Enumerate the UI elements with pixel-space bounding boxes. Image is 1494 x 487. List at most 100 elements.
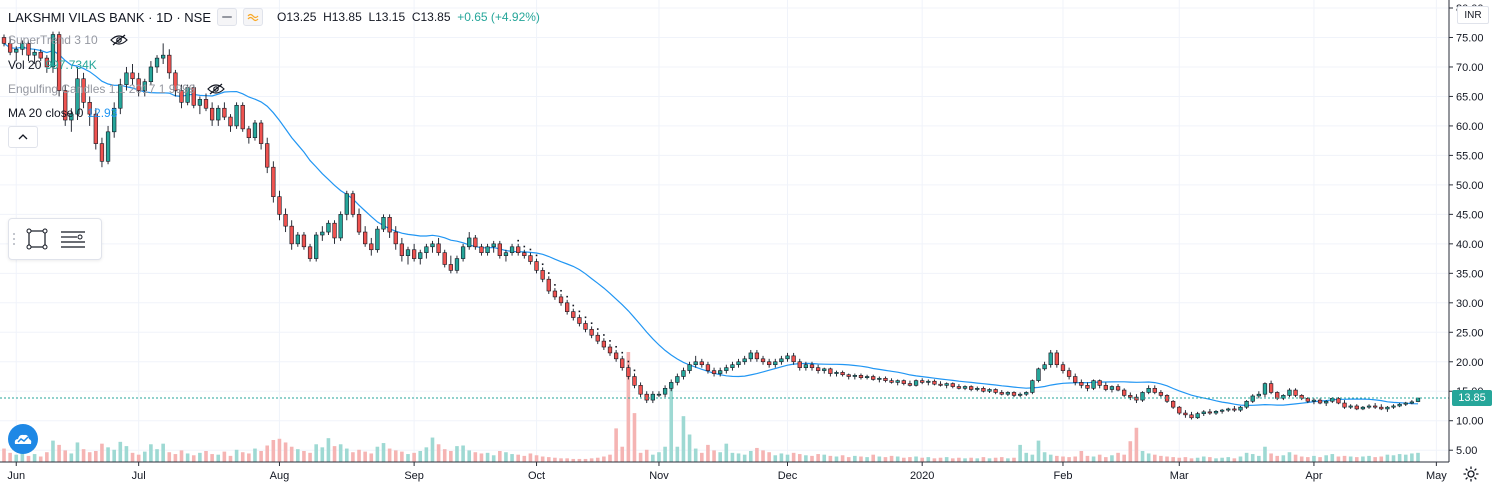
candle bbox=[350, 190, 356, 218]
candle-body bbox=[969, 386, 974, 390]
candle bbox=[877, 376, 882, 383]
volume-bar bbox=[1201, 456, 1206, 462]
candle-body bbox=[369, 243, 374, 251]
volume-bar bbox=[1079, 451, 1084, 462]
candle bbox=[203, 93, 209, 112]
candle bbox=[1085, 382, 1090, 392]
gear-icon[interactable] bbox=[1462, 465, 1480, 483]
engulfing-legend[interactable]: Engulfing Candles 1.1 2017 1 9999 bbox=[8, 82, 226, 96]
candle-body bbox=[858, 375, 864, 378]
volume-bar bbox=[1348, 456, 1353, 462]
volume-bar bbox=[1385, 454, 1390, 462]
candle-body bbox=[314, 234, 319, 259]
candle bbox=[864, 374, 870, 380]
volume-bar bbox=[675, 446, 680, 462]
candle bbox=[1207, 408, 1213, 415]
lines-tool-button[interactable] bbox=[55, 221, 91, 257]
candle-body bbox=[644, 393, 649, 401]
volume-bar bbox=[510, 454, 514, 462]
vol-legend[interactable]: Vol 20 997.734K bbox=[8, 58, 97, 72]
volume-bar bbox=[791, 452, 796, 462]
symbol-title[interactable]: LAKSHMI VILAS BANK · 1D · NSE bbox=[8, 9, 212, 25]
candle bbox=[926, 379, 931, 386]
candle-body bbox=[1109, 386, 1115, 390]
candle bbox=[424, 243, 429, 259]
rectangle-tool-button[interactable] bbox=[19, 221, 55, 257]
eye-crossed-icon[interactable] bbox=[207, 83, 226, 95]
volume-bar bbox=[1373, 457, 1377, 462]
candle bbox=[387, 214, 392, 238]
volume-bar bbox=[1232, 458, 1237, 462]
candle bbox=[1073, 373, 1078, 386]
volume-bar bbox=[498, 451, 502, 462]
grip-dots-icon[interactable] bbox=[9, 219, 19, 259]
candle-body bbox=[883, 377, 888, 381]
candle-body bbox=[75, 78, 80, 115]
volume-bar bbox=[1152, 454, 1157, 462]
candle-body bbox=[650, 393, 655, 401]
candle-body bbox=[577, 317, 582, 324]
candle bbox=[962, 385, 968, 391]
volume-bar bbox=[742, 454, 747, 462]
tradingview-cloud-icon[interactable] bbox=[8, 424, 38, 454]
candle bbox=[1134, 394, 1139, 404]
candle-body bbox=[613, 352, 619, 360]
candle-body bbox=[1324, 400, 1329, 404]
candle-body bbox=[1048, 352, 1053, 366]
candle-body bbox=[620, 358, 625, 368]
candle-body bbox=[1189, 414, 1194, 419]
candle-body bbox=[1268, 383, 1274, 393]
drawing-toolbar[interactable] bbox=[8, 218, 102, 260]
collapse-legend-button[interactable] bbox=[8, 126, 38, 148]
candle bbox=[1287, 388, 1292, 398]
candle-body bbox=[705, 364, 711, 371]
candle-body bbox=[301, 234, 307, 248]
volume-bar bbox=[173, 454, 178, 462]
volume-bar bbox=[485, 452, 490, 462]
volume-bar bbox=[142, 451, 147, 462]
candle-body bbox=[632, 376, 637, 386]
volume-bar bbox=[620, 446, 625, 462]
volume-bar bbox=[1104, 457, 1108, 462]
candle-body bbox=[1024, 392, 1029, 395]
candle bbox=[1348, 404, 1353, 409]
dash-icon[interactable] bbox=[217, 8, 238, 26]
candle-body bbox=[179, 90, 184, 103]
time-axis[interactable]: JunJulAugSepOctNovDec2020FebMarAprMayJun bbox=[0, 461, 1494, 482]
change-value: +0.65 (+4.92%) bbox=[457, 10, 540, 24]
eye-crossed-icon[interactable] bbox=[109, 34, 128, 46]
volume-bar bbox=[210, 454, 214, 462]
candle-body bbox=[344, 193, 349, 215]
candle-body bbox=[815, 367, 821, 371]
ma-value: 12.93 bbox=[87, 106, 118, 120]
candle-body bbox=[656, 393, 662, 396]
candle bbox=[999, 390, 1004, 396]
candle-body bbox=[38, 51, 43, 59]
candle-body bbox=[1011, 392, 1017, 396]
ma-legend[interactable]: MA 20 close 0 12.93 bbox=[8, 106, 117, 120]
candle bbox=[473, 235, 478, 250]
volume-bar bbox=[124, 446, 129, 462]
candle bbox=[528, 252, 533, 265]
volume-bar bbox=[381, 443, 386, 462]
candle bbox=[1262, 382, 1268, 398]
volume-bar bbox=[26, 455, 31, 462]
wave-icon[interactable] bbox=[243, 8, 264, 26]
candle bbox=[1281, 394, 1286, 401]
candle bbox=[840, 370, 845, 377]
candle-body bbox=[332, 222, 337, 239]
candle bbox=[975, 386, 980, 392]
volume-bar bbox=[1085, 455, 1090, 462]
volume-bar bbox=[247, 453, 251, 462]
volume-bar bbox=[1036, 440, 1041, 462]
price-axis[interactable]: 80.0075.0070.0065.0060.0055.0050.0045.00… bbox=[1448, 0, 1494, 487]
supertrend-dot bbox=[615, 345, 617, 348]
candle-body bbox=[1060, 364, 1066, 371]
candle-body bbox=[724, 367, 729, 371]
price-tick-label: 20.00 bbox=[1456, 357, 1484, 369]
candle-body bbox=[411, 249, 417, 259]
candle bbox=[26, 40, 31, 62]
currency-badge[interactable]: INR bbox=[1457, 6, 1489, 24]
supertrend-legend[interactable]: SuperTrend 3 10 bbox=[8, 33, 128, 47]
